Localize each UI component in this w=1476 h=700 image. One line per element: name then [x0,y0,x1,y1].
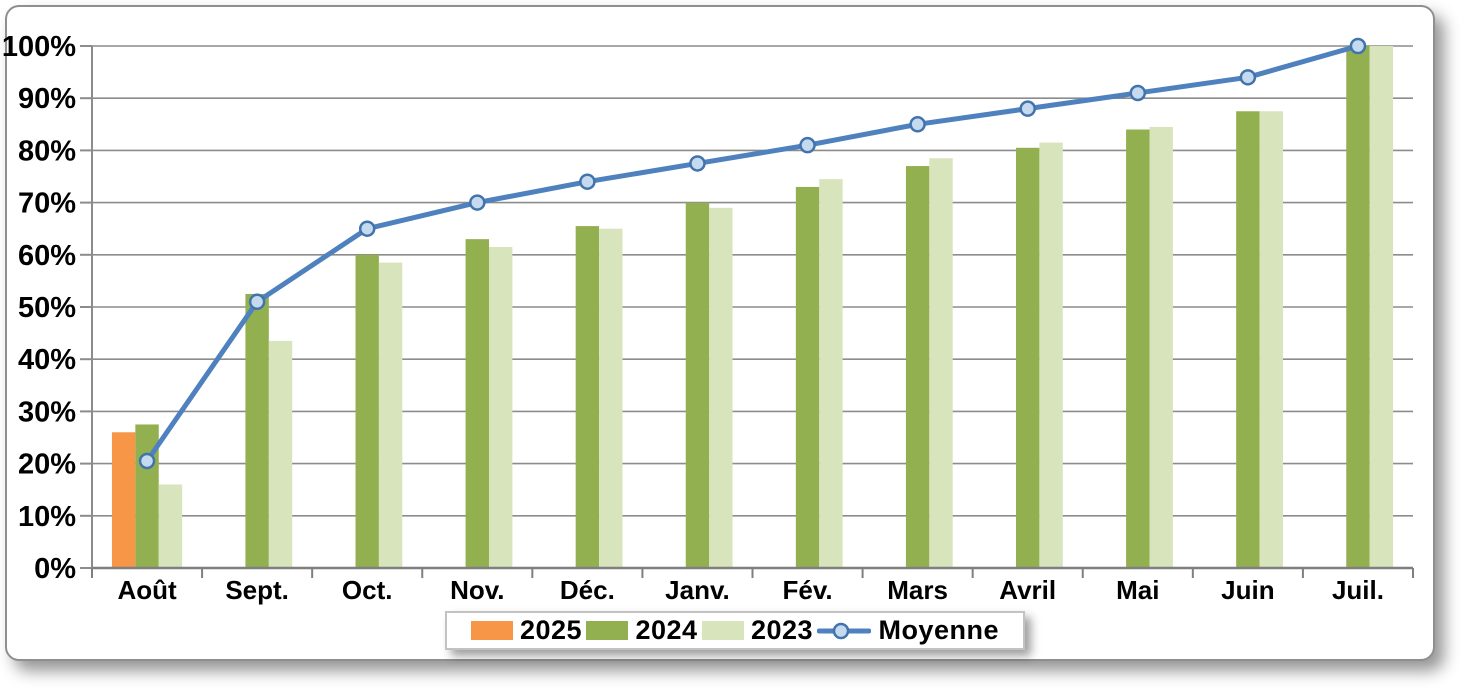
bar-2023-Juin [1259,111,1283,568]
x-axis-label: Mars [887,575,948,605]
bar-2023-Mai [1149,126,1173,568]
bar-2024-Juil. [1346,46,1370,568]
bar-2023-Fév. [819,179,843,569]
legend-swatch-2024 [586,621,629,640]
y-axis-label: 90% [18,83,76,115]
bar-2023-Oct. [378,262,403,568]
moyenne-marker-Oct. [358,220,376,237]
y-axis-label: 30% [18,396,76,428]
legend-item-2023: 2023 [701,615,814,645]
moyenne-marker-Janv. [689,155,706,172]
bar-2023-Déc. [599,228,623,568]
bar-2023-Août [158,484,183,568]
legend-item-moyenne: Moyenne [817,617,999,644]
bar-2024-Oct. [355,254,379,569]
x-axis-label: Mai [1116,575,1159,605]
bar-2023-Mars [929,158,953,569]
x-axis-label: Juil. [1332,575,1384,605]
bar-2024-Avril [1016,147,1040,569]
moyenne-marker-Avril [1019,100,1036,117]
bar-2023-Nov. [488,246,513,568]
x-axis-label: Août [117,575,177,605]
moyenne-marker-Août [138,452,156,470]
bar-2023-Sept. [268,340,293,568]
y-axis-label: 0% [34,553,76,585]
legend-label-2023: 2023 [750,615,814,645]
x-axis-label: Juin [1221,575,1274,605]
moyenne-marker-Mars [909,116,926,133]
bar-2024-Mars [905,166,930,568]
moyenne-marker-Juil. [1349,37,1367,55]
y-axis-label: 70% [18,188,76,220]
chart-legend: 2025 2024 2023 Moyenne [445,611,1025,650]
bar-2024-Déc. [575,226,600,568]
x-axis-label: Sept. [225,575,289,605]
legend-label-2024: 2024 [635,615,698,645]
x-axis-label: Déc. [560,575,615,605]
bar-2024-Mai [1126,129,1150,568]
moyenne-marker-Juin [1239,69,1257,86]
legend-label-2025: 2025 [520,615,583,645]
x-axis-label: Oct. [342,575,393,605]
x-axis-label: Nov. [450,575,504,605]
moyenne-marker-Nov. [469,194,486,211]
moyenne-marker-Fév. [799,136,816,154]
x-axis-label: Fév. [782,575,832,605]
bar-2023-Avril [1039,142,1063,568]
bar-2024-Janv. [685,202,710,568]
moyenne-marker-Déc. [579,173,596,190]
bar-2024-Nov. [465,239,489,568]
moyenne-line [144,43,1361,464]
y-axis-label: 20% [18,449,76,481]
legend-label-moyenne: Moyenne [878,615,999,645]
bar-2023-Juil. [1369,46,1394,568]
x-axis-label: Janv. [665,575,730,605]
legend-swatch-2025 [471,621,513,640]
bar-2025-Août [111,432,136,568]
legend-swatch-2023 [701,621,744,640]
y-axis-label: 10% [18,501,76,533]
y-axis-label: 60% [18,240,76,272]
bar-2024-Fév. [795,186,820,568]
legend-item-2025: 2025 [471,617,582,644]
y-axis-label: 100% [2,31,76,63]
legend-item-2024: 2024 [586,617,697,644]
y-axis-label: 40% [18,344,76,376]
moyenne-marker-Mai [1129,84,1147,102]
bar-2024-Sept. [245,293,269,568]
x-axis-label: Avril [999,575,1056,605]
moyenne-line-icon [817,622,872,639]
bar-2024-Juin [1236,111,1260,568]
y-axis-label: 50% [18,292,76,324]
y-axis-label: 80% [18,135,76,167]
moyenne-marker-Sept. [248,293,266,311]
bar-2023-Janv. [709,207,733,568]
